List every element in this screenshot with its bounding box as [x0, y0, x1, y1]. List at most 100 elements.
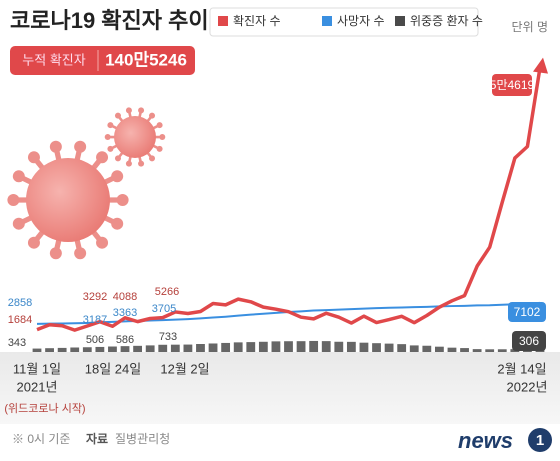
- bar: [170, 344, 180, 352]
- virus-spike-tip: [74, 247, 87, 260]
- data-label: 506: [86, 334, 104, 346]
- virus-spike-tip: [49, 140, 62, 153]
- bar: [346, 341, 356, 352]
- virus-spike-tip: [107, 145, 114, 152]
- legend-swatch: [395, 16, 405, 26]
- virus-body: [26, 158, 110, 242]
- bar: [271, 341, 281, 352]
- bar: [108, 346, 117, 352]
- bar: [82, 347, 92, 352]
- cumulative-label: 누적 확진자: [22, 52, 85, 67]
- data-label: 586: [116, 334, 134, 346]
- bar: [397, 344, 407, 352]
- legend-swatch: [322, 16, 332, 26]
- x-tick-label: 12월 2일: [160, 361, 209, 376]
- bar: [208, 343, 218, 352]
- bar: [145, 345, 155, 352]
- virus-spike-tip: [12, 217, 25, 230]
- virus-spike-tip: [149, 155, 156, 162]
- bar: [70, 347, 80, 352]
- bar: [183, 344, 193, 352]
- bar: [258, 341, 268, 352]
- virus-spike-tip: [138, 160, 145, 167]
- virus-spike-tip: [7, 194, 20, 206]
- virus-spike-tip: [104, 134, 111, 140]
- x-tick-label: 24일: [115, 361, 141, 376]
- bar: [334, 341, 344, 352]
- virus-spike-tip: [96, 151, 109, 164]
- logo-mark: 1: [536, 432, 544, 449]
- year-label: 2021년: [17, 379, 58, 394]
- data-label: 2858: [8, 297, 32, 309]
- bar: [447, 347, 457, 352]
- virus-spike-tip: [156, 145, 163, 152]
- data-label: 1684: [8, 314, 32, 326]
- end-label-box: [508, 302, 546, 322]
- virus-spike-tip: [49, 247, 62, 260]
- bar: [384, 343, 394, 352]
- virus-body: [114, 116, 156, 158]
- bar: [95, 346, 105, 352]
- bar: [434, 346, 444, 352]
- data-label: 3292: [83, 291, 107, 303]
- virus-spike-tip: [138, 107, 145, 114]
- virus-spike-tip: [96, 236, 109, 249]
- virus-spike-tip: [12, 170, 25, 183]
- year-label: 2022년: [507, 379, 548, 394]
- virus-spike-tip: [125, 160, 132, 167]
- x-tick-label: 18일: [85, 361, 111, 376]
- virus-spike-tip: [107, 122, 114, 129]
- bar: [221, 342, 231, 352]
- bar: [158, 344, 168, 352]
- bar: [359, 342, 369, 352]
- source: 질병관리청: [115, 432, 170, 446]
- data-label: 3187: [83, 314, 107, 326]
- bar: [485, 349, 495, 352]
- virus-spike-tip: [159, 134, 166, 140]
- data-label: 3705: [152, 303, 176, 315]
- source-label: 자료: [86, 431, 108, 446]
- virus-spike-tip: [116, 194, 129, 206]
- legend-swatch: [218, 16, 228, 26]
- unit-label: 단위 명: [512, 20, 548, 34]
- data-label: 306: [519, 334, 539, 348]
- virus-spike-tip: [27, 236, 40, 249]
- line-arrow: [533, 57, 548, 74]
- bar: [133, 345, 143, 352]
- legend-label: 위중증 환자 수: [410, 14, 483, 28]
- legend-label: 사망자 수: [337, 14, 385, 28]
- data-label: 5266: [155, 286, 179, 298]
- end-label-box: [492, 74, 532, 96]
- legend-box: [209, 7, 479, 37]
- bar: [321, 341, 331, 352]
- end-label-box: [512, 331, 546, 351]
- bar: [497, 349, 507, 352]
- data-label: 7102: [514, 305, 541, 319]
- bar: [309, 340, 319, 352]
- logo-badge: [528, 428, 552, 452]
- bar: [409, 345, 419, 352]
- bar: [57, 347, 67, 352]
- chart-title: 코로나19 확진자 추이: [10, 8, 209, 33]
- bar: [196, 344, 205, 352]
- virus-spike-tip: [125, 107, 132, 114]
- virus-spike-tip: [111, 217, 124, 230]
- bar: [32, 348, 42, 352]
- x-tick-label: 11월 1일: [13, 361, 61, 376]
- x-tick-label: 2월 14일: [497, 361, 546, 376]
- bar: [284, 341, 293, 352]
- data-label: 5만4619: [490, 78, 535, 92]
- virus-illustration: [7, 107, 166, 260]
- legend-label: 확진자 수: [233, 14, 281, 28]
- bar: [472, 349, 482, 352]
- virus-spike-tip: [27, 151, 40, 164]
- cumulative-value: 140만5246: [105, 50, 187, 69]
- axis-band: [0, 352, 560, 424]
- virus-spike-tip: [114, 155, 121, 162]
- bar: [422, 345, 432, 352]
- cumulative-badge: [10, 46, 195, 75]
- virus-spike-tip: [111, 170, 124, 183]
- bar: [372, 343, 381, 352]
- footnote: ※ 0시 기준: [12, 432, 70, 446]
